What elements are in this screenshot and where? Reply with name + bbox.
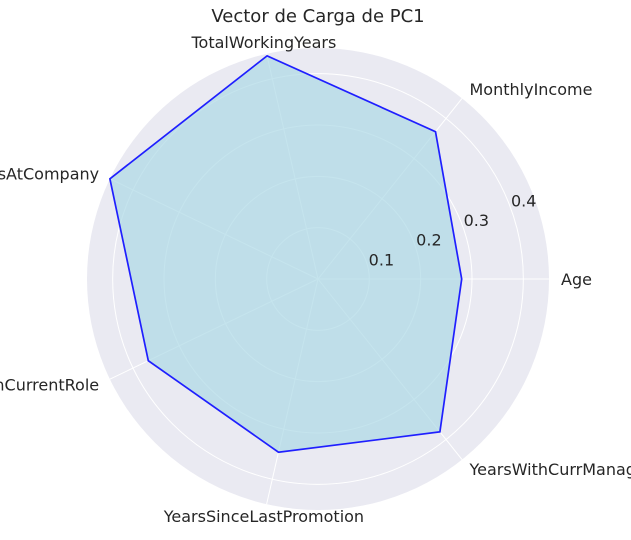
radial-tick-label: 0.4	[511, 191, 536, 210]
radial-tick-label: 0.1	[369, 250, 394, 269]
plot-area: 0.1 0.2 0.3 0.4 Age MonthlyIncome TotalWorking…	[0, 33, 631, 526]
chart-title: Vector de Carga de PC1	[211, 6, 424, 27]
category-label: YearsAtCompany	[0, 165, 99, 184]
series-area	[109, 55, 462, 453]
category-label: YearsWithCurrManager	[469, 460, 631, 479]
category-label: MonthlyIncome	[470, 80, 593, 99]
category-label: YearsSinceLastPromotion	[163, 507, 364, 526]
radial-tick-label: 0.3	[464, 211, 489, 230]
series-line	[108, 54, 463, 454]
radial-tick-label: 0.2	[416, 231, 441, 250]
category-label: TotalWorkingYears	[190, 33, 336, 52]
category-label: YearsInCurrentRole	[0, 375, 99, 394]
category-label: Age	[561, 270, 592, 289]
